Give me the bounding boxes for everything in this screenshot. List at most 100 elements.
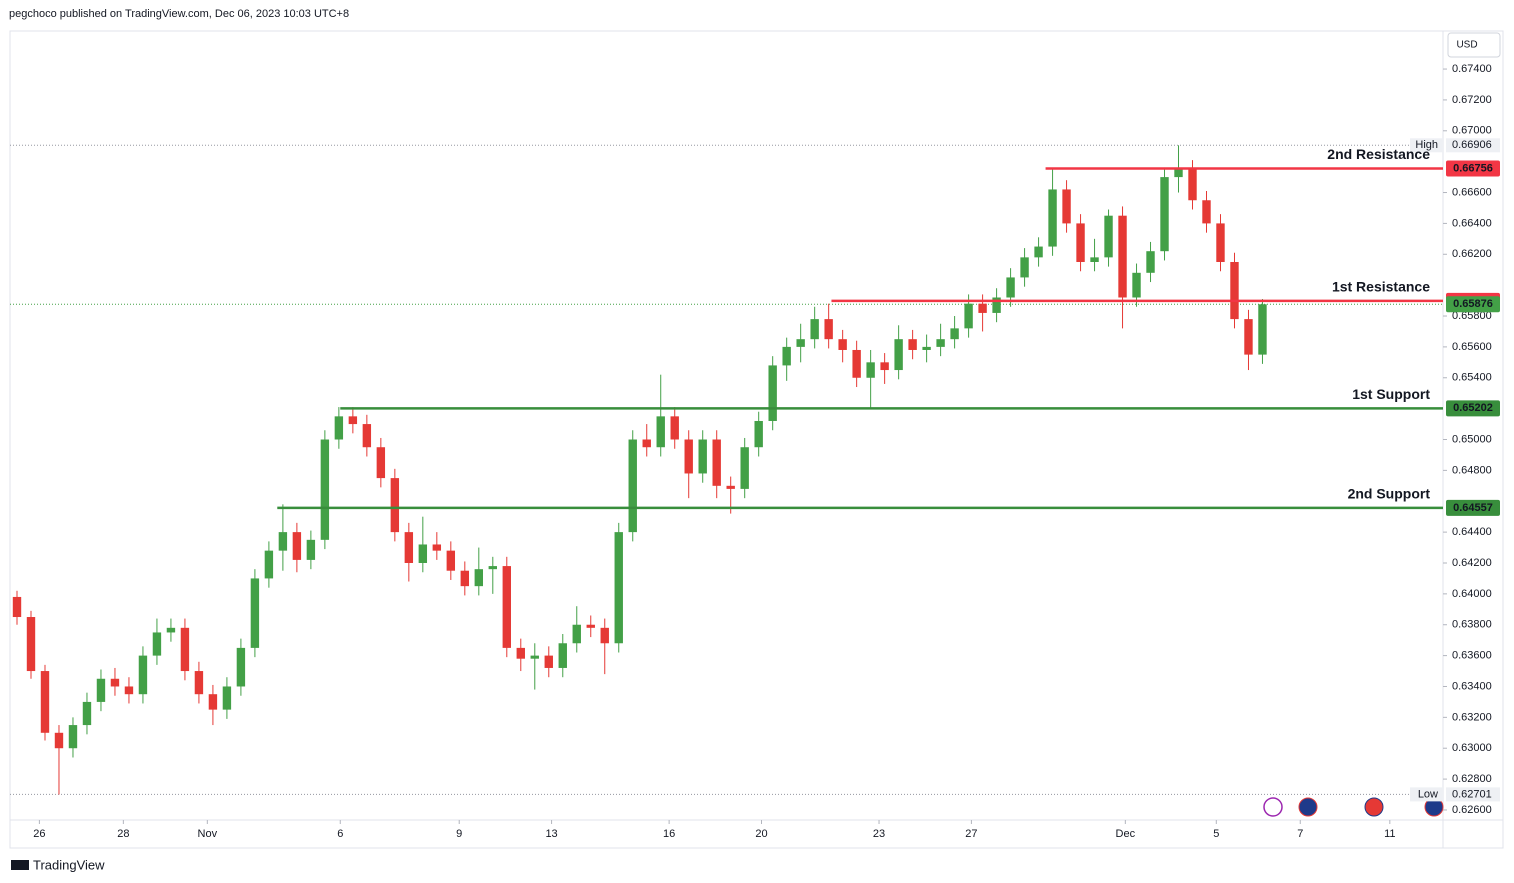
level-name: 1st Resistance [1332, 279, 1430, 295]
y-tick-label: 0.64400 [1452, 526, 1492, 538]
x-tick-label: 20 [755, 828, 767, 840]
candle-body [1076, 223, 1085, 262]
high-label: High [1415, 139, 1438, 151]
candle-body [936, 339, 945, 347]
level-name: 2nd Support [1348, 486, 1431, 502]
candle-body [446, 550, 456, 571]
candle-body [572, 624, 581, 644]
candle-body [628, 439, 637, 533]
frame [9, 30, 1504, 849]
candle-body [82, 701, 92, 726]
candle-body [642, 439, 651, 448]
candle-body [138, 655, 148, 695]
candle-body [54, 732, 64, 749]
y-tick-label: 0.67400 [1452, 63, 1492, 75]
candle-body [1160, 177, 1169, 252]
currency-box[interactable] [1447, 32, 1501, 58]
candle-body [782, 346, 791, 366]
candle-body [656, 416, 665, 448]
y-tick-label: 0.66200 [1452, 248, 1492, 260]
candle-body [992, 297, 1001, 313]
y-tick-label: 0.63200 [1452, 711, 1492, 723]
candle-body [334, 416, 344, 440]
candle-body [1020, 257, 1029, 278]
candle-body [1230, 261, 1239, 320]
candle-body [922, 346, 931, 350]
candle-body [530, 655, 539, 659]
x-tick-label: 11 [1384, 828, 1395, 840]
y-tick-label: 0.65800 [1452, 310, 1492, 322]
low-tag [1410, 787, 1443, 802]
candle-body [278, 532, 288, 551]
x-tick-label: 27 [965, 828, 977, 840]
candle-body [460, 570, 470, 587]
candle-body [306, 539, 316, 560]
candle-body [194, 671, 204, 695]
y-tick-label: 0.63400 [1452, 680, 1492, 692]
candle-body [698, 439, 707, 474]
x-tick-label: 28 [117, 828, 129, 840]
level-badge [1446, 499, 1500, 516]
candle-body [390, 478, 400, 533]
candle-body [110, 678, 120, 687]
candle-body [180, 627, 190, 672]
candle-body [418, 544, 428, 563]
candle-body [292, 532, 302, 560]
last-value: 0.65876 [1453, 298, 1493, 310]
candle-body [432, 544, 442, 551]
y-tick-label: 0.63600 [1452, 650, 1492, 662]
candle-body [26, 617, 36, 672]
candle-body [712, 439, 721, 486]
x-tick-label: 7 [1297, 828, 1303, 840]
event-icons [1263, 797, 1444, 817]
candle-body [68, 725, 78, 749]
footer: TradingView [33, 857, 105, 872]
x-tick-label: 26 [33, 828, 45, 840]
y-tick-label: 0.62800 [1452, 773, 1492, 785]
candle-body [376, 447, 386, 479]
candle-body [348, 416, 358, 425]
candle-body [362, 424, 372, 448]
candle-body [236, 647, 246, 687]
candle-body [1146, 251, 1155, 273]
candle-body [824, 319, 833, 340]
candle-body [404, 532, 414, 563]
candle-body [250, 578, 260, 648]
level-value: 0.65202 [1453, 402, 1493, 414]
candle-body [1216, 223, 1225, 262]
candle-body [544, 655, 553, 668]
y-tick-label: 0.66400 [1452, 217, 1492, 229]
level-badge [1446, 400, 1500, 417]
x-tick-label: 6 [337, 828, 343, 840]
candle-body [796, 339, 805, 347]
candle-body [754, 420, 763, 448]
candle-body [96, 678, 106, 702]
candle-body [684, 439, 693, 474]
candle-body [950, 328, 959, 340]
candle-body [614, 532, 623, 644]
candle-body [558, 643, 567, 668]
y-tick-label: 0.66600 [1452, 186, 1492, 198]
candle-body [1174, 169, 1183, 178]
low-label: Low [1418, 788, 1438, 800]
x-tick-label: Dec [1116, 828, 1136, 840]
x-tick-label: 5 [1213, 828, 1219, 840]
candle-body [1104, 215, 1113, 258]
level-value: 0.66756 [1453, 162, 1493, 174]
x-tick-label: 13 [545, 828, 557, 840]
candle-body [894, 339, 903, 371]
candle-body [1244, 319, 1253, 355]
candle-body [1006, 277, 1015, 298]
candle-body [1062, 189, 1071, 224]
y-tick-label: 0.65000 [1452, 433, 1492, 445]
candle-body [1118, 215, 1127, 298]
candle-body [1090, 257, 1099, 262]
y-tick-label: 0.63000 [1452, 742, 1492, 754]
level-value: 0.64557 [1453, 502, 1493, 514]
y-tick-label: 0.62600 [1452, 804, 1492, 816]
candle-body [166, 627, 176, 633]
candle-body [586, 624, 595, 628]
candle-body [1188, 169, 1197, 201]
